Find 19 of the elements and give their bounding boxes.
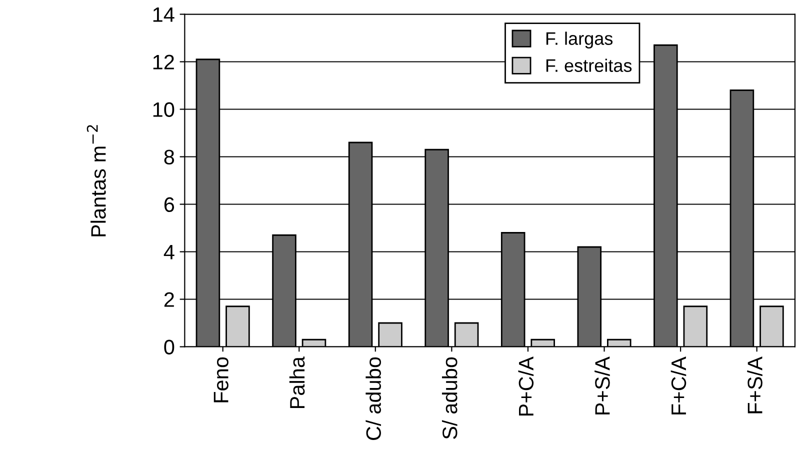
- y-tick-label: 6: [164, 197, 174, 212]
- x-tick-label: Feno: [214, 357, 228, 402]
- y-axis-title: Plantas m$^{−2}$: [86, 125, 106, 236]
- legend-label: F. estreitas: [546, 58, 632, 72]
- x-tick-label: F+C/A: [670, 356, 686, 414]
- y-tick-label: 10: [153, 102, 174, 118]
- x-tick-label: Palha: [289, 356, 305, 408]
- legend-label: F. largas: [546, 32, 613, 49]
- y-tick-label: 12: [153, 54, 174, 70]
- y-tick-label: 8: [164, 150, 174, 165]
- x-tick-label: F+S/A: [747, 356, 762, 414]
- x-tick-label: P+C/A: [518, 356, 534, 416]
- x-tick-label: S/ adubo: [442, 357, 458, 439]
- x-tick-label: P+S/A: [594, 356, 610, 414]
- y-tick-label: 0: [164, 340, 174, 355]
- x-tick-label: C/ adubo: [366, 357, 381, 440]
- y-tick-label: 14: [153, 7, 174, 22]
- y-tick-label: 2: [164, 292, 174, 307]
- y-tick-label: 4: [164, 244, 174, 260]
